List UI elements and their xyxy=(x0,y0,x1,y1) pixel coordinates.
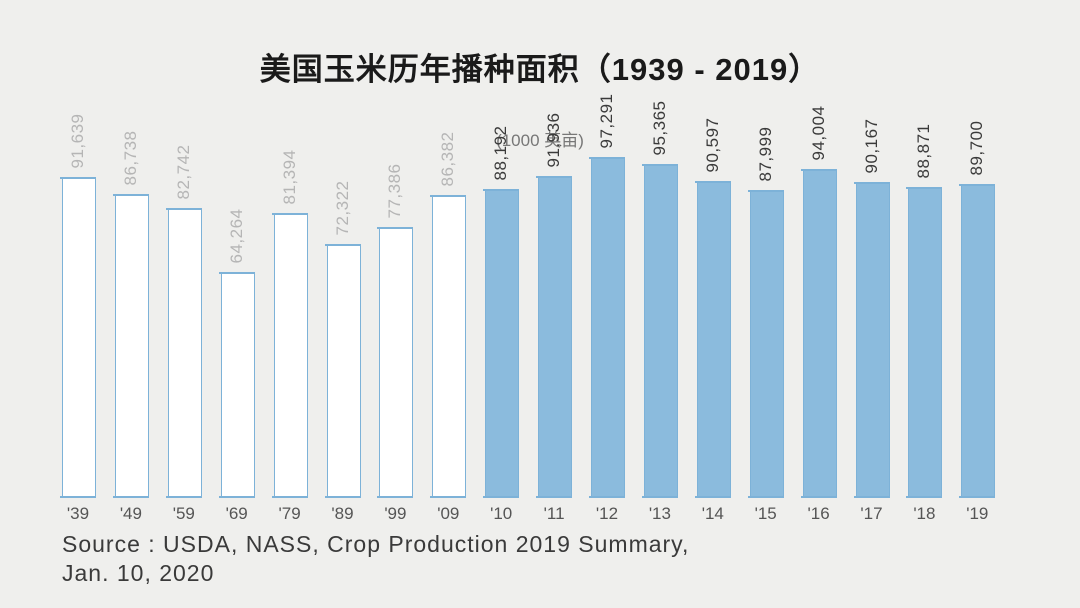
bar-slot: 77,386'99 xyxy=(379,150,411,498)
bar-slot: 72,322'89 xyxy=(327,150,359,498)
bar-value-label: 90,167 xyxy=(862,119,882,174)
bar-slot: 64,264'69 xyxy=(221,150,253,498)
bar-value-label: 91,936 xyxy=(544,113,564,168)
bar-slot: 87,999'15 xyxy=(750,150,782,498)
bar-slot: 90,167'17 xyxy=(856,150,888,498)
bar-cap-top xyxy=(272,213,308,215)
x-axis-label: '13 xyxy=(644,498,676,524)
bar-value-label: 86,738 xyxy=(121,131,141,186)
bar-value-label: 88,871 xyxy=(914,123,934,178)
bar xyxy=(591,159,625,498)
bar-cap-top xyxy=(60,177,96,179)
bar-cap-top xyxy=(219,272,255,274)
bar-value-label: 94,004 xyxy=(809,105,829,160)
x-axis-label: '99 xyxy=(379,498,411,524)
source-line-1: Source : USDA, NASS, Crop Production 201… xyxy=(62,531,689,557)
source-line-2: Jan. 10, 2020 xyxy=(62,560,214,586)
bar xyxy=(961,186,995,498)
x-axis-label: '12 xyxy=(591,498,623,524)
bar xyxy=(168,210,202,498)
bar xyxy=(379,229,413,498)
bar-value-label: 89,700 xyxy=(967,120,987,175)
bar-cap-top xyxy=(642,164,678,166)
bar xyxy=(803,171,837,498)
bar-cap-top xyxy=(166,208,202,210)
bar xyxy=(115,196,149,498)
x-axis-label: '14 xyxy=(697,498,729,524)
bar xyxy=(274,215,308,498)
bar xyxy=(644,166,678,498)
bar-cap-top xyxy=(113,194,149,196)
bar-cap-top xyxy=(695,181,731,183)
bar-value-label: 64,264 xyxy=(227,209,247,264)
source-attribution: Source : USDA, NASS, Crop Production 201… xyxy=(62,530,689,588)
bar-slot: 86,738'49 xyxy=(115,150,147,498)
bar xyxy=(856,184,890,498)
bar-value-label: 72,322 xyxy=(333,181,353,236)
bar-cap-top xyxy=(325,244,361,246)
x-axis-label: '16 xyxy=(803,498,835,524)
bar-value-label: 87,999 xyxy=(756,126,776,181)
bar-value-label: 90,597 xyxy=(703,117,723,172)
chart-title: 美国玉米历年播种面积（1939 - 2019） xyxy=(0,44,1080,89)
x-axis-label: '69 xyxy=(221,498,253,524)
x-axis-label: '79 xyxy=(274,498,306,524)
bar-value-label: 81,394 xyxy=(280,149,300,204)
bar xyxy=(221,274,255,498)
bar-cap-top xyxy=(536,176,572,178)
x-axis-label: '39 xyxy=(62,498,94,524)
x-axis-label: '89 xyxy=(327,498,359,524)
bar-cap-top xyxy=(801,169,837,171)
bar xyxy=(485,191,519,498)
bar-chart: 91,639'39 86,738'49 82,742'59 64,264'69 81,3… xyxy=(62,150,1020,498)
bar xyxy=(432,197,466,498)
bar-cap-top xyxy=(959,184,995,186)
bar xyxy=(908,189,942,498)
bar xyxy=(750,192,784,498)
bar-cap-top xyxy=(377,227,413,229)
bar-cap-top xyxy=(906,187,942,189)
bar-cap-top xyxy=(748,190,784,192)
bar xyxy=(697,183,731,498)
bar-value-label: 82,742 xyxy=(174,145,194,200)
bar-value-label: 77,386 xyxy=(385,163,405,218)
bar-slot: 82,742'59 xyxy=(168,150,200,498)
x-axis-label: '59 xyxy=(168,498,200,524)
bar-slot: 95,365'13 xyxy=(644,150,676,498)
bar-slot: 81,394'79 xyxy=(274,150,306,498)
bar-slot: 97,291'12 xyxy=(591,150,623,498)
bar-slot: 86,382'09 xyxy=(432,150,464,498)
bar-cap-top xyxy=(483,189,519,191)
bar-value-label: 97,291 xyxy=(597,94,617,149)
x-axis-label: '19 xyxy=(961,498,993,524)
x-axis-label: '15 xyxy=(750,498,782,524)
bar xyxy=(62,179,96,498)
bar xyxy=(538,178,572,498)
bar-slot: 90,597'14 xyxy=(697,150,729,498)
bar-slot: 88,192'10 xyxy=(485,150,517,498)
bar-value-label: 88,192 xyxy=(491,126,511,181)
bar-slot: 89,700'19 xyxy=(961,150,993,498)
x-axis-label: '09 xyxy=(432,498,464,524)
x-axis-label: '18 xyxy=(908,498,940,524)
bar-cap-top xyxy=(589,157,625,159)
x-axis-label: '17 xyxy=(856,498,888,524)
bar-slot: 91,936'11 xyxy=(538,150,570,498)
bar-slot: 94,004'16 xyxy=(803,150,835,498)
chart-canvas: 美国玉米历年播种面积（1939 - 2019） (1000 英亩) 91,639… xyxy=(0,0,1080,608)
x-axis-label: '10 xyxy=(485,498,517,524)
bar-slot: 88,871'18 xyxy=(908,150,940,498)
bar xyxy=(327,246,361,498)
bar-slot: 91,639'39 xyxy=(62,150,94,498)
x-axis-label: '11 xyxy=(538,498,570,524)
bar-value-label: 86,382 xyxy=(438,132,458,187)
bar-cap-top xyxy=(854,182,890,184)
bar-value-label: 95,365 xyxy=(650,101,670,156)
bar-cap-top xyxy=(430,195,466,197)
x-axis-label: '49 xyxy=(115,498,147,524)
bar-value-label: 91,639 xyxy=(68,114,88,169)
